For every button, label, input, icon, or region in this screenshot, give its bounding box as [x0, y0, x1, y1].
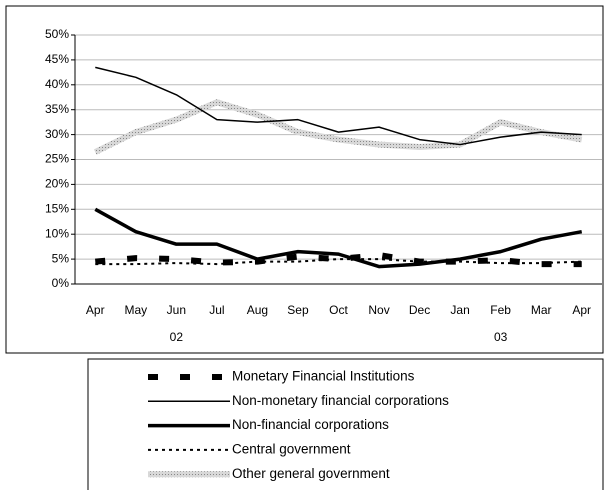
x-tick-label: Jun — [167, 303, 186, 317]
series-line — [94, 207, 583, 269]
x-tick-label: Aug — [247, 303, 268, 317]
x-tick-label: Sep — [287, 303, 309, 317]
legend: Other general government Non-monetary fin… — [148, 369, 449, 481]
y-tick-label: 40% — [45, 77, 69, 91]
y-tick-label: 35% — [45, 102, 69, 116]
x-tick-label: Oct — [329, 303, 348, 317]
legend-label: Other general government — [232, 466, 390, 481]
x-tick-label: Apr — [572, 303, 591, 317]
y-tick-label: 45% — [45, 52, 69, 66]
x-tick-label: Mar — [531, 303, 552, 317]
y-tick-label: 10% — [45, 226, 69, 240]
x-tick-label: Jan — [450, 303, 469, 317]
x-tick-label: Dec — [409, 303, 430, 317]
y-tick-label: 25% — [45, 152, 69, 166]
legend-label: Central government — [232, 441, 351, 456]
x-group-label: 03 — [494, 330, 508, 344]
legend-label: Non-financial corporations — [232, 417, 389, 432]
x-group-label: 02 — [170, 330, 184, 344]
legend-label: Non-monetary financial corporations — [232, 393, 449, 408]
x-tick-label: Nov — [368, 303, 389, 317]
y-tick-label: 20% — [45, 177, 69, 191]
y-tick-label: 50% — [45, 27, 69, 41]
y-tick-label: 5% — [52, 251, 70, 265]
y-tick-label: 30% — [45, 127, 69, 141]
legend-label: Monetary Financial Institutions — [232, 369, 415, 384]
x-tick-label: Jul — [209, 303, 224, 317]
x-tick-label: Feb — [490, 303, 511, 317]
series-line — [93, 99, 583, 155]
chart-border — [5, 5, 604, 354]
series-line — [95, 66, 582, 146]
y-tick-label: 0% — [52, 276, 70, 290]
y-tick-label: 15% — [45, 201, 69, 215]
x-tick-label: May — [124, 303, 147, 317]
x-tick-label: Apr — [86, 303, 105, 317]
